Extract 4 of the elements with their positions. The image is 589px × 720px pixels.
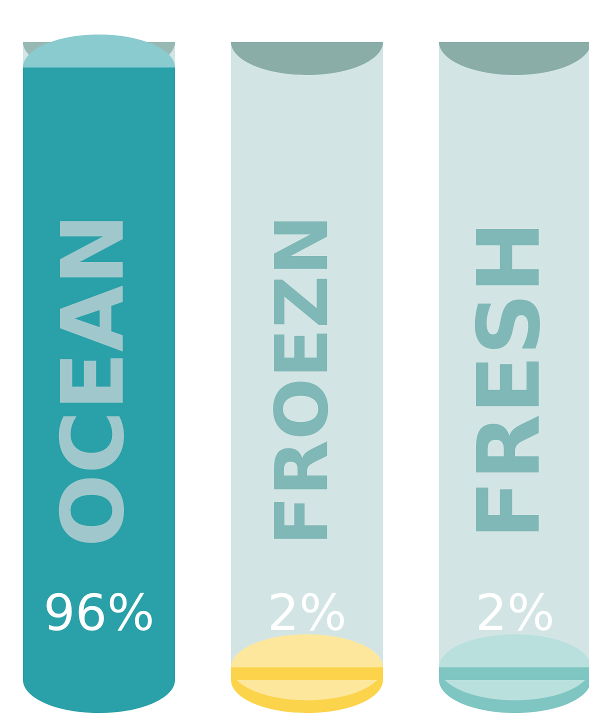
data-label: 96% bbox=[46, 592, 152, 631]
x-tick-label: FROEZN bbox=[273, 221, 328, 539]
x-tick-label: FRESH bbox=[474, 229, 540, 532]
x-tick-label: OCEAN bbox=[58, 221, 124, 543]
